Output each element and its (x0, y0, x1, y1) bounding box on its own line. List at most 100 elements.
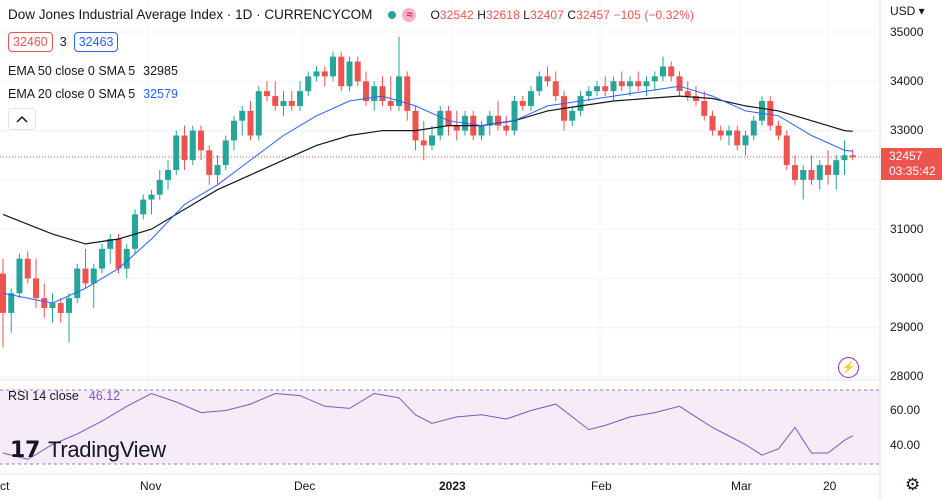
candle-body (181, 135, 188, 161)
candle-body (684, 91, 691, 97)
candle-body (676, 76, 683, 92)
symbol-title[interactable]: Dow Jones Industrial Average Index · 1D … (8, 7, 373, 22)
time-label: Dec (294, 479, 316, 493)
candle-body (305, 76, 312, 92)
rsi-value: 46.12 (88, 389, 121, 403)
time-label: ct (0, 479, 10, 493)
candle-body (569, 110, 576, 121)
candle-body (264, 91, 270, 97)
candle-body (544, 76, 551, 82)
candle-body (214, 165, 221, 175)
candle-body (330, 56, 336, 77)
candle-body (701, 101, 708, 116)
candle-body (849, 155, 856, 158)
ohlc-readout: O32542 H32618 L32407 C32457 −105 (−0.32%… (430, 7, 695, 22)
currency-selector[interactable]: USD ▾ (890, 4, 925, 18)
candle-body (363, 81, 369, 101)
last-price-tag: 32457 03:35:42 (881, 148, 942, 180)
candle-body (99, 248, 105, 269)
lightning-icon[interactable]: ⚡ (838, 357, 859, 378)
collapse-legend-button[interactable] (8, 108, 36, 130)
chart-header: Dow Jones Industrial Average Index · 1D … (8, 7, 694, 22)
ema20-value: 32579 (143, 87, 178, 101)
candle-body (140, 199, 147, 215)
price-tick: 31000 (890, 222, 924, 236)
candles-group (0, 36, 856, 348)
candle-body (24, 258, 31, 279)
candle-body (767, 101, 774, 126)
candle-body (107, 239, 114, 249)
candle-body (800, 170, 807, 180)
ema20-legend[interactable]: EMA 20 close 0 SMA 5 32579 (8, 87, 178, 101)
ema20-label: EMA 20 close 0 SMA 5 (8, 87, 136, 101)
candle-body (453, 125, 460, 131)
gear-icon[interactable]: ⚙ (905, 475, 921, 494)
candle-body (222, 140, 229, 166)
buy-button[interactable]: 32463 (73, 32, 119, 52)
candle-body (123, 248, 130, 269)
candle-body (8, 293, 15, 313)
ema50-label: EMA 50 close 0 SMA 5 (8, 64, 136, 78)
tradingview-mark-icon: 17 (10, 437, 41, 463)
candle-body (429, 135, 435, 146)
logo-text: TradingView (48, 437, 166, 462)
candle-body (775, 125, 782, 136)
last-price-value: 32457 (889, 149, 923, 163)
tradingview-logo[interactable]: 17 TradingView (10, 437, 166, 463)
trade-panel: 32460 3 32463 (8, 32, 119, 52)
spread-value: 3 (59, 35, 67, 49)
candle-body (231, 120, 237, 141)
candle-body (783, 135, 790, 166)
candle-body (709, 115, 716, 131)
candle-body (808, 170, 815, 180)
candle-body (734, 130, 741, 146)
candle-body (594, 86, 600, 92)
candle-body (833, 160, 840, 175)
rsi-legend[interactable]: RSI 14 close 46.12 (8, 389, 120, 403)
time-label: Nov (140, 479, 162, 493)
candle-body (602, 86, 609, 92)
candle-body (726, 130, 732, 136)
ema50-value: 32985 (143, 64, 178, 78)
wave-icon[interactable]: ≈ (402, 7, 417, 22)
candle-body (74, 268, 81, 299)
market-status-icon (388, 10, 397, 19)
candle-body (643, 81, 650, 87)
candle-body (618, 81, 625, 87)
candle-body (404, 76, 411, 111)
price-tick: 28000 (890, 369, 924, 383)
candle-body (156, 179, 163, 195)
candle-body (255, 91, 262, 136)
candle-body (33, 278, 39, 299)
price-tick: 34000 (890, 74, 924, 88)
candle-body (445, 110, 452, 126)
candle-body (297, 91, 303, 106)
candle-body (651, 76, 658, 82)
candle-body (627, 81, 633, 87)
time-label: Feb (591, 479, 612, 493)
candle-body (660, 66, 666, 77)
candle-body (288, 101, 295, 106)
candle-body (511, 101, 518, 131)
candle-body (280, 101, 287, 106)
candle-body (49, 303, 56, 308)
sell-button[interactable]: 32460 (8, 32, 53, 52)
candle-body (198, 130, 204, 151)
candle-body (41, 298, 48, 308)
candle-body (412, 110, 419, 141)
candle-body (239, 110, 246, 121)
candle-body (173, 135, 180, 170)
rsi-label: RSI 14 close (8, 389, 79, 403)
candle-body (478, 125, 485, 136)
candle-body (371, 86, 378, 101)
candle-body (437, 110, 444, 136)
candle-body (16, 258, 23, 294)
candle-body (420, 140, 427, 146)
candle-body (610, 81, 617, 92)
candle-body (792, 165, 798, 180)
candle-body (750, 120, 757, 136)
candle-body (536, 76, 543, 92)
candle-body (503, 125, 510, 131)
ema50-legend[interactable]: EMA 50 close 0 SMA 5 32985 (8, 64, 178, 78)
